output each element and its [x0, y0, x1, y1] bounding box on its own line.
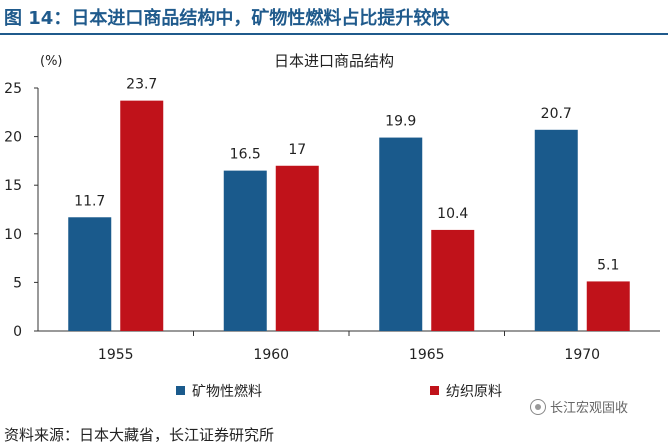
x-tick-label: 1960 [253, 347, 289, 363]
watermark: 长江宏观固收 [530, 397, 628, 416]
y-tick-label: 10 [4, 227, 22, 243]
bar-textile-material [275, 165, 319, 331]
data-label: 19.9 [385, 114, 416, 130]
y-axis-unit: (%) [40, 54, 63, 69]
legend-label: 纺织原料 [446, 384, 502, 400]
legend-swatch [430, 386, 439, 395]
x-tick-label: 1970 [564, 347, 600, 363]
watermark-text: 长江宏观固收 [550, 401, 629, 416]
bar-mineral-fuel [534, 129, 578, 331]
wechat-icon [530, 399, 546, 415]
data-label: 20.7 [541, 106, 572, 122]
bar-mineral-fuel [223, 170, 267, 331]
data-label: 23.7 [126, 77, 157, 93]
y-tick-label: 5 [13, 275, 22, 291]
y-tick-label: 20 [4, 130, 22, 146]
bar-textile-material [431, 229, 475, 331]
bar-textile-material [120, 100, 164, 331]
data-label: 17 [288, 142, 306, 158]
source-note: 资料来源：日本大藏省，长江证券研究所 [4, 426, 275, 444]
data-label: 5.1 [597, 257, 619, 273]
legend-label: 矿物性燃料 [192, 383, 262, 400]
bar-textile-material [586, 281, 630, 331]
x-tick-label: 1955 [98, 347, 134, 363]
y-tick-label: 25 [4, 81, 22, 97]
data-label: 11.7 [74, 193, 105, 209]
bar-chart: 日本进口商品结构 (%) 0 5 10 15 20 25 11.7 23.7 1955 16.5 17 1… [4, 52, 660, 400]
figure-title: 图 14：日本进口商品结构中，矿物性燃料占比提升较快 [4, 8, 450, 29]
chart-title: 日本进口商品结构 [274, 52, 394, 70]
data-label: 16.5 [230, 147, 261, 163]
x-tick-label: 1965 [409, 347, 445, 363]
y-tick-label: 15 [4, 178, 22, 194]
y-tick-label: 0 [13, 324, 22, 340]
data-label: 10.4 [437, 206, 468, 222]
legend-swatch [176, 386, 185, 395]
bar-mineral-fuel [379, 137, 423, 331]
title-divider [0, 33, 668, 35]
bar-mineral-fuel [68, 217, 112, 331]
